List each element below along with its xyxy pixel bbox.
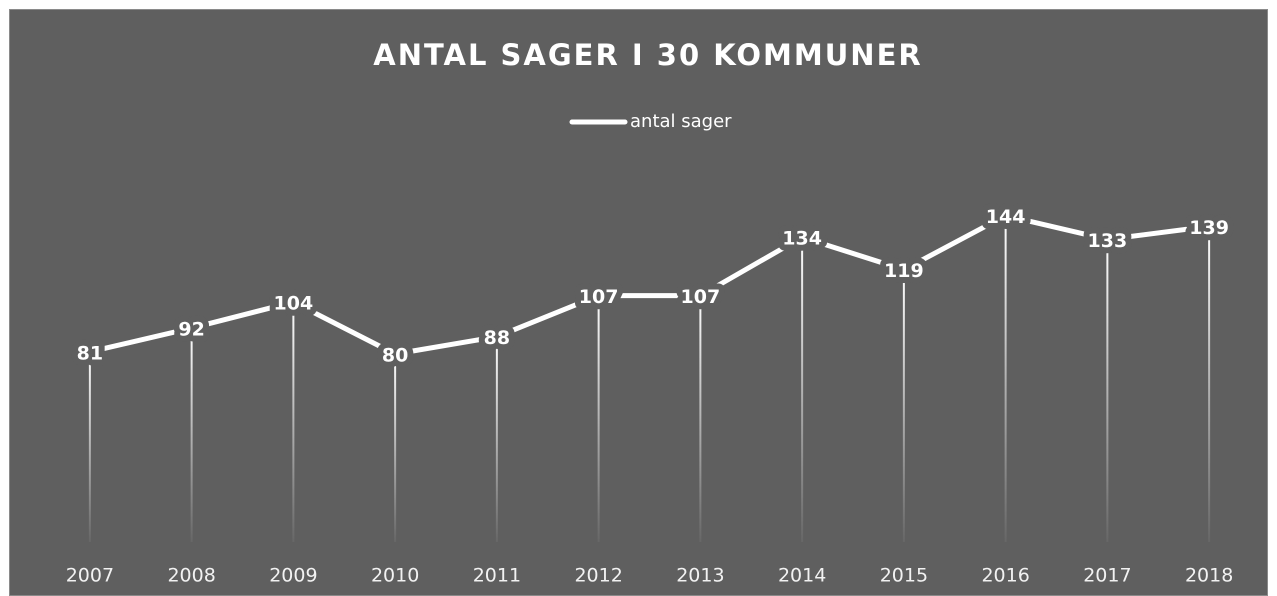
data-label: 144 bbox=[986, 206, 1026, 228]
x-tick-label: 2007 bbox=[66, 565, 114, 587]
series-line bbox=[89, 213, 1210, 357]
x-tick-label: 2013 bbox=[676, 565, 724, 587]
drop-line bbox=[394, 354, 397, 542]
data-label: 139 bbox=[1189, 217, 1229, 239]
data-label: 92 bbox=[178, 319, 204, 341]
x-tick-label: 2016 bbox=[981, 565, 1029, 587]
data-label: 119 bbox=[884, 260, 924, 282]
drop-line bbox=[190, 328, 193, 542]
data-label: 133 bbox=[1088, 230, 1128, 252]
x-tick-label: 2008 bbox=[167, 565, 215, 587]
x-tick-label: 2017 bbox=[1083, 565, 1131, 587]
drop-line bbox=[292, 302, 295, 542]
x-tick-label: 2009 bbox=[269, 565, 317, 587]
x-tick-label: 2010 bbox=[371, 565, 419, 587]
chart-title: ANTAL SAGER I 30 KOMMUNER bbox=[373, 38, 922, 72]
x-tick-label: 2018 bbox=[1185, 565, 1233, 587]
x-tick-label: 2011 bbox=[473, 565, 521, 587]
drop-line bbox=[1004, 215, 1007, 542]
data-label: 81 bbox=[77, 342, 103, 364]
legend-label: antal sager bbox=[630, 111, 732, 132]
drop-line bbox=[597, 295, 600, 542]
drop-line bbox=[88, 351, 91, 542]
drop-line bbox=[495, 336, 498, 542]
data-label: 104 bbox=[274, 293, 314, 315]
data-label: 134 bbox=[782, 228, 822, 250]
data-label: 80 bbox=[382, 345, 408, 367]
drop-line bbox=[1106, 239, 1109, 542]
data-label: 107 bbox=[579, 286, 619, 308]
drop-line bbox=[902, 269, 905, 542]
drop-line bbox=[801, 237, 804, 542]
x-tick-label: 2012 bbox=[574, 565, 622, 587]
data-label: 88 bbox=[484, 327, 510, 349]
chart-background bbox=[9, 9, 1268, 596]
data-label: 107 bbox=[681, 286, 721, 308]
x-tick-label: 2015 bbox=[880, 565, 928, 587]
drop-line bbox=[1208, 226, 1211, 542]
drop-line bbox=[699, 295, 702, 542]
x-tick-label: 2014 bbox=[778, 565, 826, 587]
